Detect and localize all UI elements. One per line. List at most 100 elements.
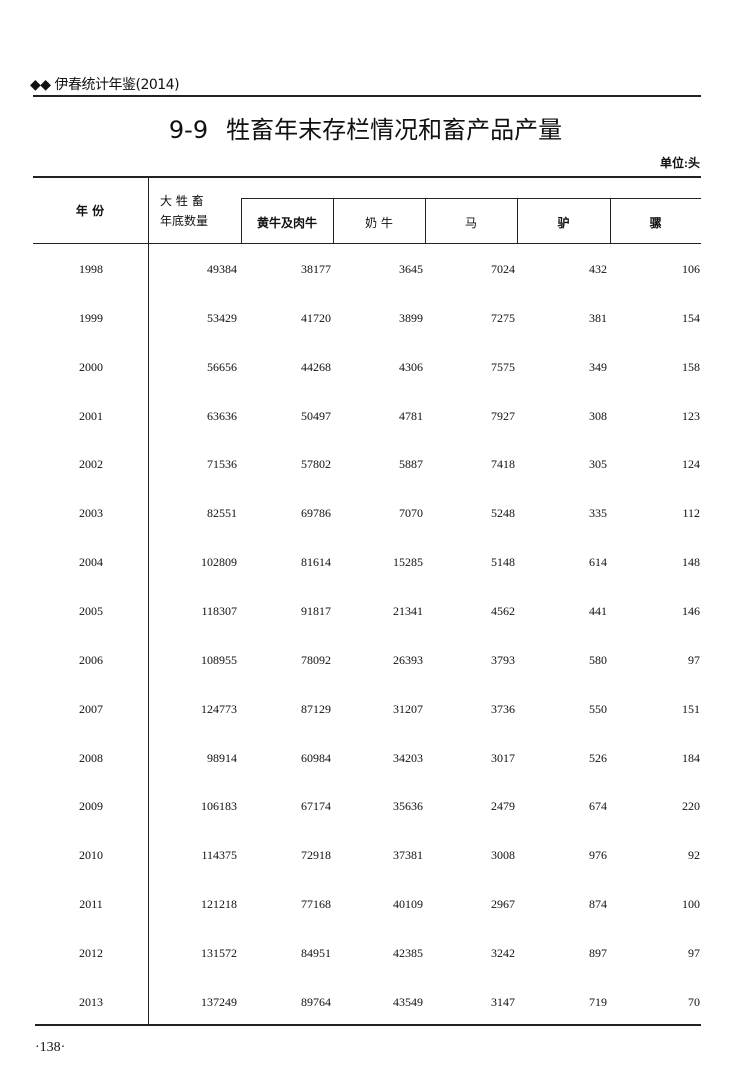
cell-year: 2008 xyxy=(79,750,103,765)
table-row: 2007 124773 87129 31207 3736 550 151 xyxy=(35,684,701,733)
cell-donkey: 381 xyxy=(589,310,607,325)
cell-donkey: 432 xyxy=(589,262,607,276)
cell-total: 63636 xyxy=(207,408,237,423)
cell-mule: 154 xyxy=(682,310,700,325)
cell-horse: 3147 xyxy=(491,994,515,1009)
cell-mule: 146 xyxy=(682,603,700,618)
header-horse: 马 xyxy=(464,216,477,230)
header-total-line2: 年底数量 xyxy=(160,214,209,228)
cell-horse: 3242 xyxy=(491,945,515,960)
cell-cattle: 87129 xyxy=(301,701,331,716)
table-row: 2011 121218 77168 40109 2967 874 100 xyxy=(35,879,701,928)
cell-horse: 4562 xyxy=(491,603,515,618)
cell-donkey: 335 xyxy=(589,506,607,521)
cell-donkey: 976 xyxy=(589,848,607,863)
header-bottom-rule xyxy=(33,243,701,244)
cell-dairy-cow: 31207 xyxy=(393,701,423,716)
cell-year: 2006 xyxy=(79,652,103,667)
cell-dairy-cow: 15285 xyxy=(393,555,423,570)
cell-year: 2011 xyxy=(79,897,103,912)
cell-horse: 3793 xyxy=(491,652,515,667)
cell-donkey: 308 xyxy=(589,408,607,423)
table-row: 2000 56656 44268 4306 7575 349 158 xyxy=(35,342,701,391)
header-year: 年 份 xyxy=(75,204,105,218)
column-divider xyxy=(333,198,334,243)
cell-year: 2007 xyxy=(79,701,103,716)
cell-horse: 7575 xyxy=(491,359,515,374)
cell-donkey: 550 xyxy=(589,701,607,716)
table-row: 2004 102809 81614 15285 5148 614 148 xyxy=(35,537,701,586)
cell-dairy-cow: 34203 xyxy=(393,750,423,765)
cell-donkey: 349 xyxy=(589,359,607,374)
page-number: ·138· xyxy=(35,1040,66,1055)
cell-mule: 106 xyxy=(682,262,700,276)
table-row: 2009 106183 67174 35636 2479 674 220 xyxy=(35,781,701,830)
cell-dairy-cow: 7070 xyxy=(399,506,423,521)
cell-dairy-cow: 4306 xyxy=(399,359,423,374)
page-title: 9-9 牲畜年末存栏情况和畜产品产量 xyxy=(0,110,731,145)
cell-year: 2002 xyxy=(79,457,103,472)
cell-total: 98914 xyxy=(207,750,237,765)
cell-dairy-cow: 26393 xyxy=(393,652,423,667)
cell-mule: 70 xyxy=(688,994,700,1009)
cell-donkey: 305 xyxy=(589,457,607,472)
cell-horse: 2967 xyxy=(491,897,515,912)
cell-year: 2004 xyxy=(79,555,103,570)
table-row: 2008 98914 60984 34203 3017 526 184 xyxy=(35,733,701,782)
cell-donkey: 874 xyxy=(589,897,607,912)
cell-dairy-cow: 4781 xyxy=(399,408,423,423)
cell-horse: 7927 xyxy=(491,408,515,423)
cell-year: 2010 xyxy=(79,848,103,863)
table-row: 1999 53429 41720 3899 7275 381 154 xyxy=(35,293,701,342)
cell-year: 2012 xyxy=(79,945,103,960)
header-dairy-cow: 奶 牛 xyxy=(365,216,393,230)
table-top-rule xyxy=(33,176,701,178)
cell-mule: 123 xyxy=(682,408,700,423)
cell-mule: 184 xyxy=(682,750,700,765)
cell-horse: 5248 xyxy=(491,506,515,521)
column-divider xyxy=(517,198,518,243)
cell-dairy-cow: 5887 xyxy=(399,457,423,472)
cell-donkey: 614 xyxy=(589,555,607,570)
cell-cattle: 41720 xyxy=(301,310,331,325)
cell-horse: 3017 xyxy=(491,750,515,765)
table-bottom-rule xyxy=(35,1024,701,1026)
cell-total: 131572 xyxy=(201,945,237,960)
cell-cattle: 72918 xyxy=(301,848,331,863)
cell-horse: 7024 xyxy=(491,262,515,276)
cell-year: 2003 xyxy=(79,506,103,521)
cell-dairy-cow: 43549 xyxy=(393,994,423,1009)
cell-cattle: 78092 xyxy=(301,652,331,667)
cell-total: 108955 xyxy=(201,652,237,667)
cell-dairy-cow: 3899 xyxy=(399,310,423,325)
cell-total: 71536 xyxy=(207,457,237,472)
cell-mule: 97 xyxy=(688,945,700,960)
cell-cattle: 67174 xyxy=(301,799,331,814)
cell-donkey: 674 xyxy=(589,799,607,814)
cell-year: 2009 xyxy=(79,799,103,814)
table-title: 牲畜年末存栏情况和畜产品产量 xyxy=(226,116,563,144)
cell-cattle: 50497 xyxy=(301,408,331,423)
table-row: 2010 114375 72918 37381 3008 976 92 xyxy=(35,830,701,879)
header-cattle: 黄牛及肉牛 xyxy=(256,216,317,230)
cell-donkey: 441 xyxy=(589,603,607,618)
cell-year: 2001 xyxy=(79,408,103,423)
cell-mule: 92 xyxy=(688,848,700,863)
cell-mule: 158 xyxy=(682,359,700,374)
cell-donkey: 719 xyxy=(589,994,607,1009)
cell-total: 82551 xyxy=(207,506,237,521)
cell-total: 106183 xyxy=(201,799,237,814)
table-row: 1998 49384 38177 3645 7024 432 106 xyxy=(35,244,701,293)
cell-horse: 7418 xyxy=(491,457,515,472)
cell-total: 137249 xyxy=(201,994,237,1009)
cell-cattle: 81614 xyxy=(301,555,331,570)
cell-cattle: 91817 xyxy=(301,603,331,618)
table-row: 2003 82551 69786 7070 5248 335 112 xyxy=(35,488,701,537)
cell-cattle: 38177 xyxy=(301,262,331,276)
cell-total: 56656 xyxy=(207,359,237,374)
cell-year: 2000 xyxy=(79,359,103,374)
header-rule xyxy=(33,95,701,97)
cell-year: 1998 xyxy=(79,262,103,276)
cell-horse: 3736 xyxy=(491,701,515,716)
cell-horse: 2479 xyxy=(491,799,515,814)
